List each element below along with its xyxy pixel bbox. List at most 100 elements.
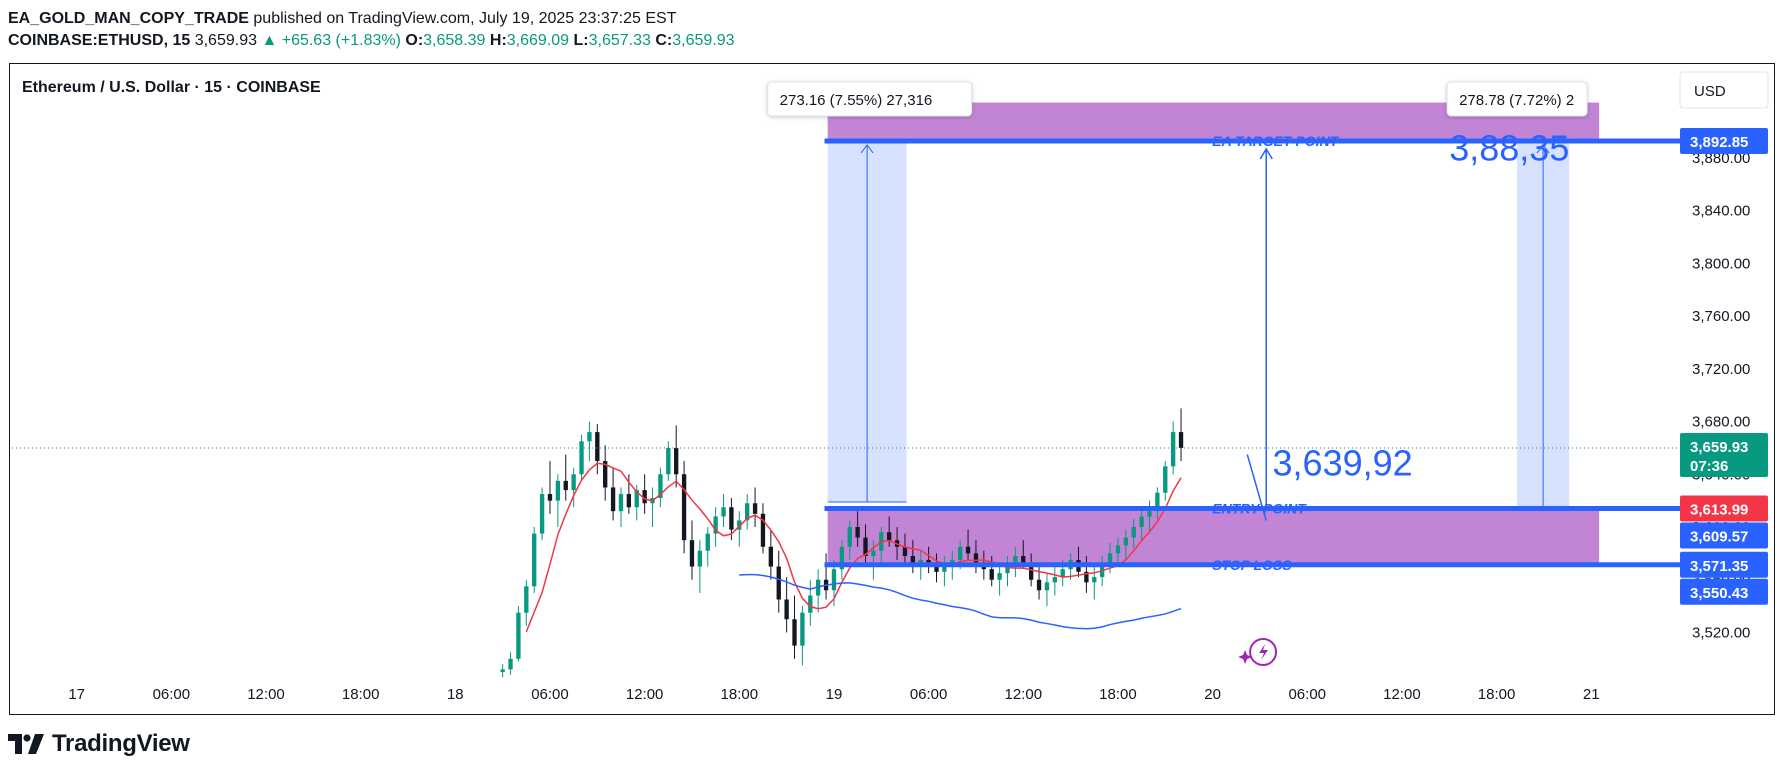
candle-body [579,441,584,475]
candle-body [776,566,781,600]
candle-body [697,550,703,567]
candle [595,424,600,475]
candle-body [1084,571,1089,583]
candle-body [1092,577,1097,583]
low-label: L: [573,32,589,49]
candle-body [1013,556,1018,567]
price-tag-label: 3,613.99 [1690,502,1748,519]
axes-layer: 3,520.003,560.003,600.003,640.003,680.00… [68,71,1769,703]
candle-body [871,550,876,556]
x-tick-label: 12:00 [1383,686,1421,703]
price-tag-label: 3,609.57 [1690,529,1748,546]
candle [752,487,758,527]
candle [808,579,813,626]
candle [642,474,647,514]
candle-body [1123,537,1128,546]
close-value: 3,659.93 [672,32,735,49]
candle-body [957,546,963,560]
published-text: published on TradingView.com, July 19, 2… [253,10,677,27]
candle-body [587,432,592,442]
left-projection-callout-text: 273.16 (7.55%) 27,316 [780,92,933,109]
candle-body [1147,511,1152,517]
y-tick-label: 3,880.00 [1692,150,1750,167]
candle [555,474,561,527]
candle [500,664,505,678]
candle-body [674,447,679,475]
candle [610,467,616,521]
candle [1163,461,1168,501]
low-value: 3,657.33 [588,32,651,49]
candle-body [1021,556,1026,564]
price-line-label: EA TARGET POINT [1212,133,1339,149]
candle-body [942,566,947,572]
candle-body [1107,553,1113,564]
candle-body [752,503,758,514]
brand-name: TradingView [52,730,190,757]
candle-body [934,563,939,572]
y-tick-label: 3,720.00 [1692,361,1750,378]
candle [1052,566,1057,596]
left-projection-arrowhead [860,144,874,154]
candle [516,606,521,662]
candle [997,563,1002,596]
tradingview-logo[interactable]: TradingView [8,730,190,758]
x-tick-label: 06:00 [1288,686,1326,703]
candle-body [760,513,766,547]
candle-body [839,546,845,570]
candle [942,556,947,587]
sma-long-line [739,573,1182,630]
ohlc-line: COINBASE:ETHUSD, 15 3,659.93 ▲ +65.63 (+… [8,30,735,52]
publisher-name[interactable]: EA_GOLD_MAN_COPY_TRADE [8,10,249,27]
candle [737,511,742,547]
candle [547,461,553,514]
candle [721,494,726,527]
x-tick-label: 12:00 [247,686,285,703]
candle-body [808,595,813,613]
candle-body [910,556,916,567]
candle-body [1044,582,1050,591]
target-arrowhead [1259,147,1273,160]
candle [587,421,592,462]
right-projection-callout-text: 278.78 (7.72%) 2 [1459,92,1574,109]
candle-body [563,480,568,491]
x-tick-label: 21 [1583,686,1600,703]
price-tag-bg [1680,522,1768,549]
x-tick-label: 20 [1204,686,1221,703]
symbol-label: COINBASE:ETHUSD, 15 [8,32,191,49]
high-label: H: [489,32,507,49]
candle [705,527,710,567]
candle-body [618,494,624,512]
candle-body [768,546,774,567]
candle-body [555,480,561,501]
candle-body [642,490,647,504]
price-tag-bg [1680,127,1768,154]
candle [784,577,789,633]
price-tag-bg [1680,551,1768,578]
candle-body [973,553,979,564]
candle-body [926,559,931,564]
candle [934,553,939,583]
candle [618,487,624,527]
left-projection-callout-box [767,81,973,117]
candle-body [1131,527,1136,538]
candle [579,434,584,481]
candle [776,550,781,613]
candle-body [863,537,868,556]
candle-body [1036,579,1042,591]
left-projection-callout: 273.16 (7.55%) 27,316 [767,81,973,117]
candle [926,546,931,574]
candle [768,529,774,580]
candle-body [500,669,505,672]
candle [532,527,537,593]
candle [539,487,545,541]
candle-body [508,658,513,670]
price-tag-bg [1680,578,1768,605]
candle-body [532,533,537,587]
price-annotation: 3,88,35 [1449,128,1569,169]
candle-body [1052,577,1057,583]
price-tag-countdown: 07:36 [1690,458,1728,475]
candle-body [547,494,553,501]
price-tag-label: 3,550.43 [1690,585,1748,602]
x-tick-label: 18:00 [721,686,759,703]
